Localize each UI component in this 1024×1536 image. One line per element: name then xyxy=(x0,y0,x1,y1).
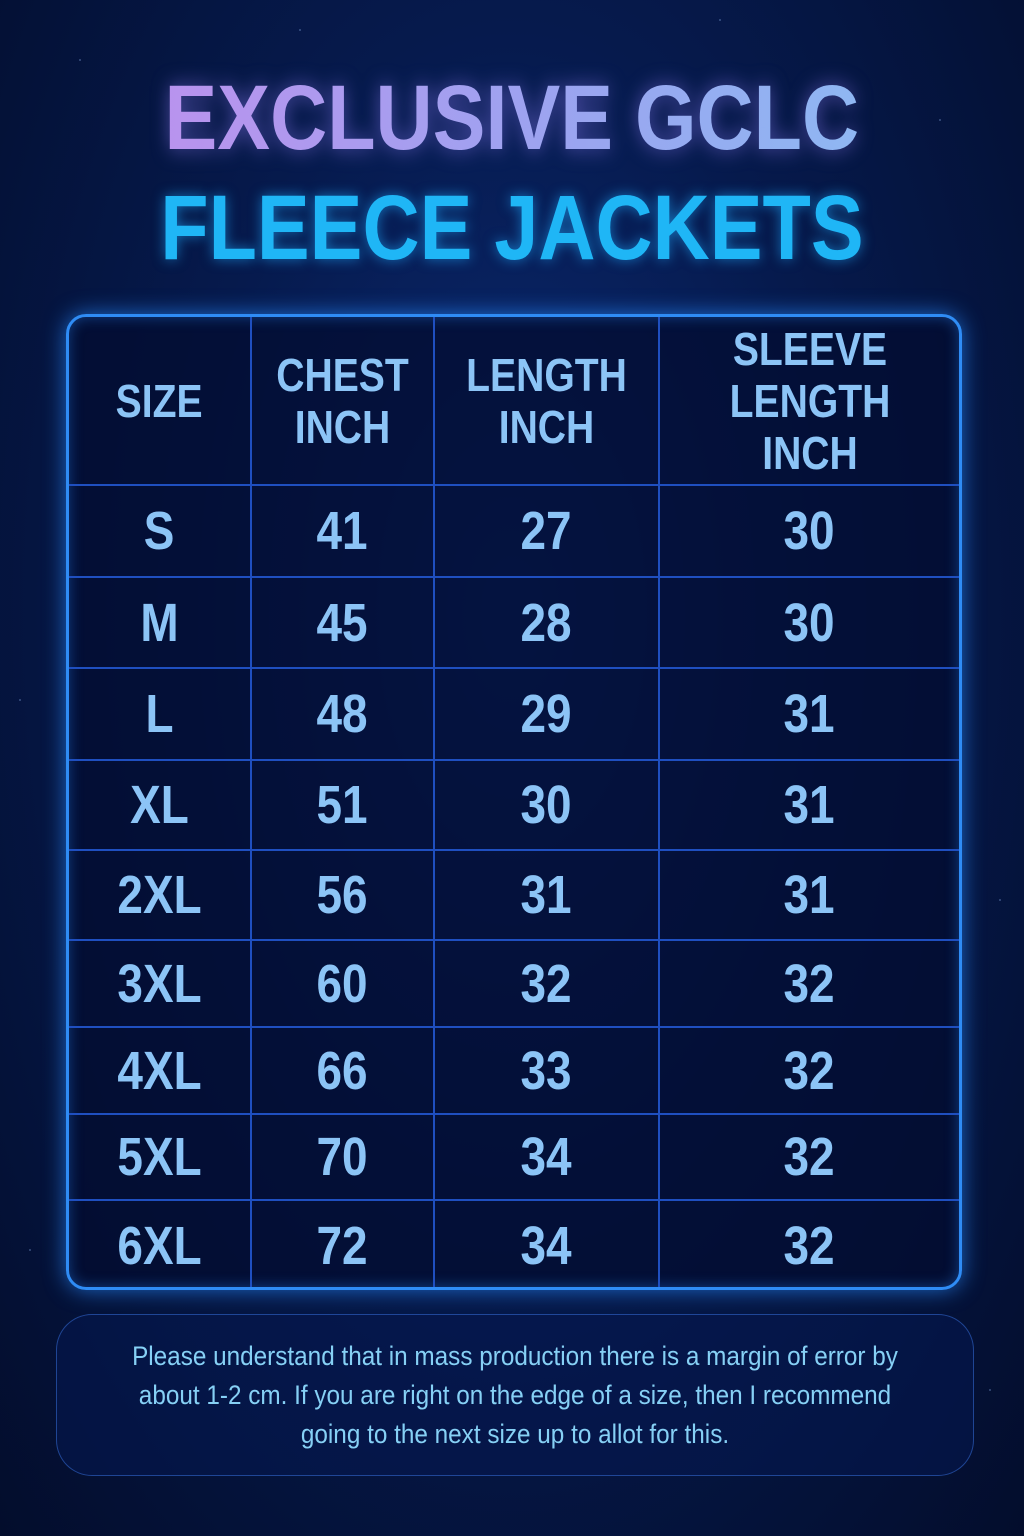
measurement-cell: 27 xyxy=(433,486,658,576)
measurement-cell: 32 xyxy=(658,1115,959,1199)
cell-value: 28 xyxy=(520,592,573,653)
cell-value: 41 xyxy=(316,501,369,561)
measurement-cell: 32 xyxy=(658,941,959,1026)
column-header-text: SLEEVE LENGTH INCH xyxy=(729,322,890,479)
measurement-cell: 72 xyxy=(250,1201,433,1287)
cell-value: 29 xyxy=(520,684,573,744)
column-header-text: LENGTH INCH xyxy=(466,348,627,453)
cell-value: 30 xyxy=(783,501,836,561)
measurement-cell: 70 xyxy=(250,1115,433,1199)
measurement-cell: 34 xyxy=(433,1201,658,1287)
measurement-cell: 32 xyxy=(658,1201,959,1287)
size-cell: S xyxy=(69,486,250,576)
measurement-cell: 56 xyxy=(250,851,433,939)
measurement-cell: 31 xyxy=(433,851,658,939)
cell-value: 31 xyxy=(783,865,836,925)
cell-value: 48 xyxy=(316,684,369,744)
cell-value: L xyxy=(145,684,174,744)
cell-value: 70 xyxy=(316,1127,369,1187)
cell-value: XL xyxy=(130,775,189,835)
cell-value: 30 xyxy=(520,775,573,835)
size-cell: 6XL xyxy=(69,1201,250,1287)
cell-value: 34 xyxy=(520,1127,573,1187)
title-line-1: EXCLUSIVE GCLC xyxy=(0,72,1024,164)
size-cell: L xyxy=(69,669,250,759)
table-row: 2XL 56 31 31 xyxy=(69,849,959,939)
disclaimer-text: Please understand that in mass productio… xyxy=(132,1340,898,1449)
title-line-2: FLEECE JACKETS xyxy=(0,182,1024,274)
table-header-row: SIZE CHEST INCH LENGTH INCH SLEEVE LENGTH I… xyxy=(69,317,959,484)
cell-value: 33 xyxy=(520,1040,573,1101)
cell-value: 4XL xyxy=(117,1040,202,1101)
cell-value: 56 xyxy=(316,865,369,925)
measurement-cell: 32 xyxy=(433,941,658,1026)
measurement-cell: 48 xyxy=(250,669,433,759)
measurement-cell: 31 xyxy=(658,669,959,759)
size-cell: 3XL xyxy=(69,941,250,1026)
cell-value: 32 xyxy=(520,953,573,1014)
cell-value: 31 xyxy=(783,684,836,744)
cell-value: 3XL xyxy=(117,953,202,1014)
size-cell: XL xyxy=(69,761,250,849)
cell-value: 2XL xyxy=(117,865,202,925)
title-line-1-text: EXCLUSIVE GCLC xyxy=(164,67,860,169)
cell-value: 51 xyxy=(316,775,369,835)
measurement-cell: 51 xyxy=(250,761,433,849)
cell-value: 32 xyxy=(783,1215,836,1276)
cell-value: 6XL xyxy=(117,1215,202,1276)
cell-value: 31 xyxy=(520,865,573,925)
measurement-cell: 33 xyxy=(433,1028,658,1113)
column-header-text: SIZE xyxy=(116,374,203,427)
column-header-text: CHEST INCH xyxy=(276,348,409,453)
column-header: LENGTH INCH xyxy=(433,317,658,484)
measurement-cell: 31 xyxy=(658,851,959,939)
table-row: 3XL 60 32 32 xyxy=(69,939,959,1026)
table-row: 4XL 66 33 32 xyxy=(69,1026,959,1113)
cell-value: 60 xyxy=(316,953,369,1014)
measurement-cell: 34 xyxy=(433,1115,658,1199)
size-cell: M xyxy=(69,578,250,667)
measurement-cell: 45 xyxy=(250,578,433,667)
measurement-cell: 30 xyxy=(433,761,658,849)
table-row: M 45 28 30 xyxy=(69,576,959,667)
size-cell: 2XL xyxy=(69,851,250,939)
measurement-cell: 32 xyxy=(658,1028,959,1113)
column-header: SLEEVE LENGTH INCH xyxy=(658,317,959,484)
cell-value: 32 xyxy=(783,1040,836,1101)
measurement-cell: 31 xyxy=(658,761,959,849)
table-row: L 48 29 31 xyxy=(69,667,959,759)
cell-value: 34 xyxy=(520,1215,573,1276)
cell-value: 72 xyxy=(316,1215,369,1276)
cell-value: 45 xyxy=(316,592,369,653)
measurement-cell: 30 xyxy=(658,486,959,576)
measurement-cell: 60 xyxy=(250,941,433,1026)
cell-value: 27 xyxy=(520,501,573,561)
measurement-cell: 29 xyxy=(433,669,658,759)
measurement-cell: 66 xyxy=(250,1028,433,1113)
cell-value: 31 xyxy=(783,775,836,835)
measurement-cell: 30 xyxy=(658,578,959,667)
column-header: CHEST INCH xyxy=(250,317,433,484)
cell-value: S xyxy=(144,501,175,561)
column-header: SIZE xyxy=(69,317,250,484)
cell-value: 32 xyxy=(783,953,836,1014)
cell-value: M xyxy=(140,592,179,653)
size-cell: 4XL xyxy=(69,1028,250,1113)
title-line-2-text: FLEECE JACKETS xyxy=(160,177,864,279)
cell-value: 5XL xyxy=(117,1127,202,1187)
table-row: S 41 27 30 xyxy=(69,484,959,576)
cell-value: 30 xyxy=(783,592,836,653)
measurement-cell: 28 xyxy=(433,578,658,667)
measurement-cell: 41 xyxy=(250,486,433,576)
table-row: XL 51 30 31 xyxy=(69,759,959,849)
table-row: 5XL 70 34 32 xyxy=(69,1113,959,1199)
cell-value: 66 xyxy=(316,1040,369,1101)
size-cell: 5XL xyxy=(69,1115,250,1199)
cell-value: 32 xyxy=(783,1127,836,1187)
disclaimer-note: Please understand that in mass productio… xyxy=(56,1314,974,1476)
size-chart-table: SIZE CHEST INCH LENGTH INCH SLEEVE LENGTH I… xyxy=(66,314,962,1290)
table-row: 6XL 72 34 32 xyxy=(69,1199,959,1287)
